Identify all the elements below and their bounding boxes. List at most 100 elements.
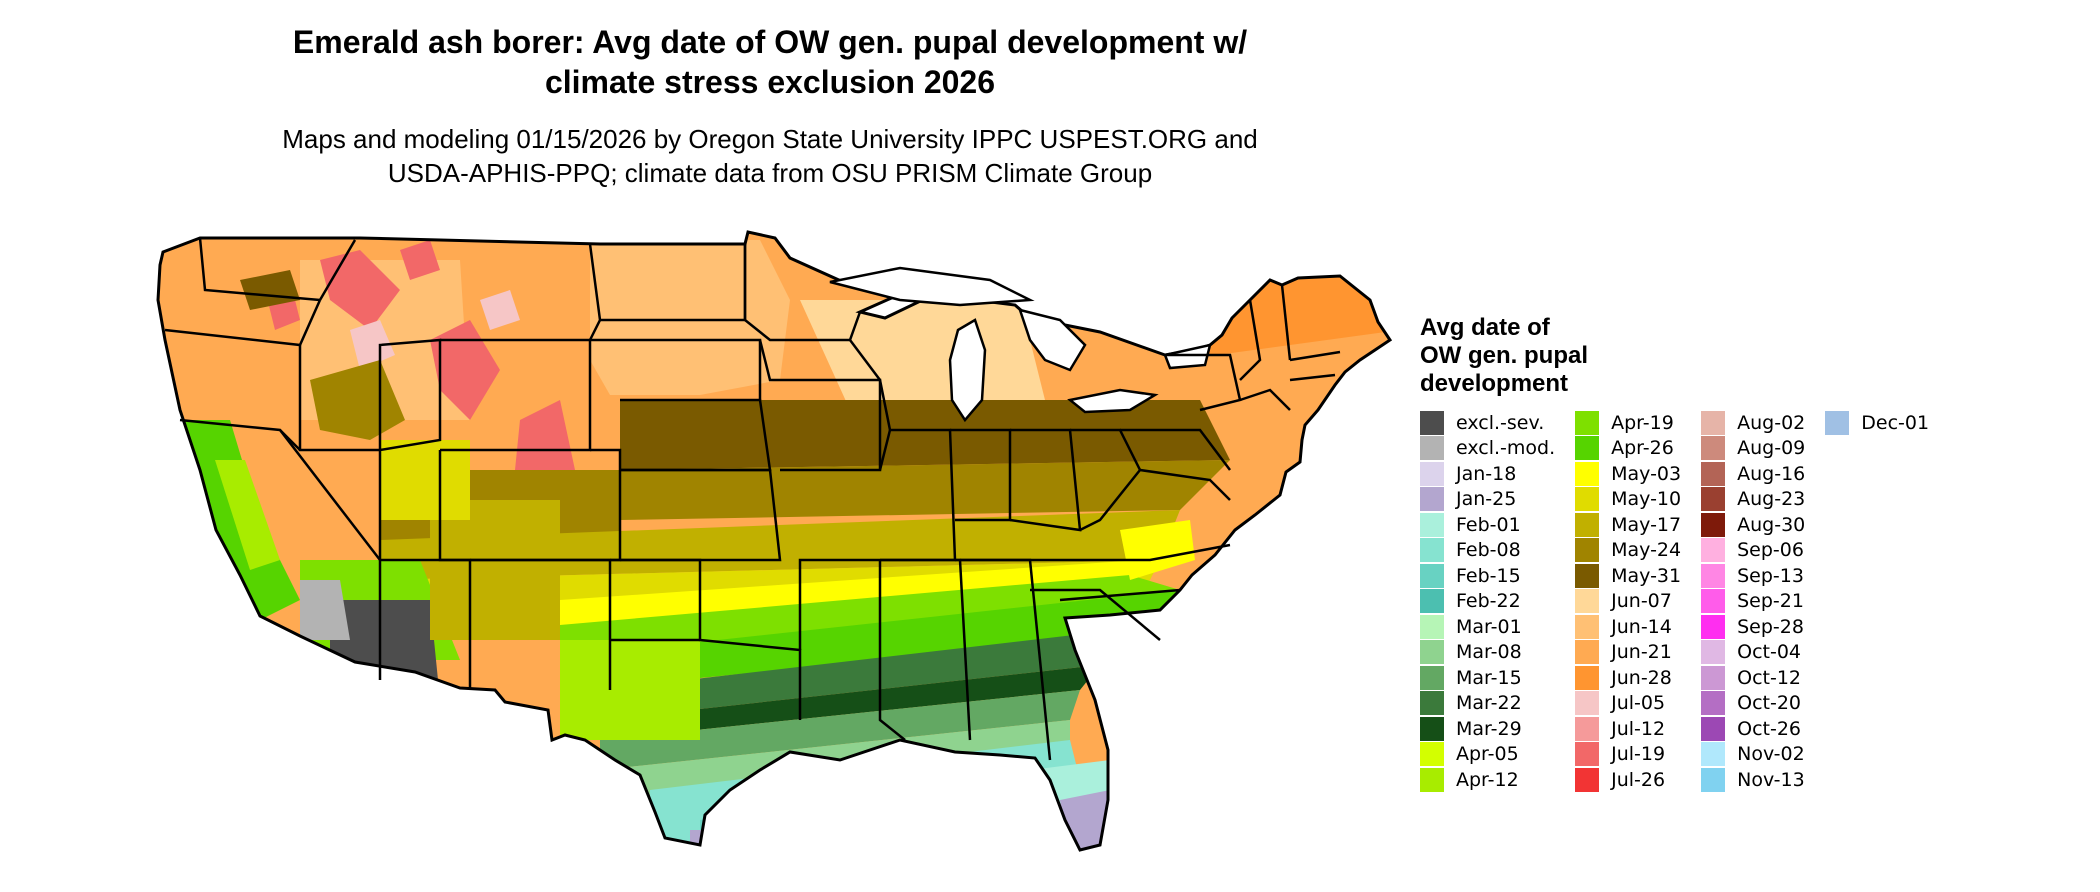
legend-item: Oct-20	[1701, 691, 1805, 717]
legend-label: May-31	[1611, 564, 1682, 587]
legend-label: Aug-16	[1737, 462, 1806, 485]
legend-swatch	[1575, 461, 1600, 486]
legend-swatch	[1575, 665, 1600, 690]
legend-swatch	[1575, 410, 1600, 435]
legend-swatch	[1575, 716, 1600, 741]
legend-item: Sep-06	[1701, 538, 1805, 564]
legend-item: Mar-01	[1420, 614, 1555, 640]
legend-swatch	[1420, 436, 1444, 461]
legend-item: Jun-28	[1575, 665, 1681, 691]
legend-item: excl.-sev.	[1420, 410, 1555, 436]
legend-swatch	[1575, 436, 1600, 461]
legend-swatch	[1575, 767, 1600, 792]
legend-swatch	[1420, 589, 1444, 614]
legend-label: Sep-21	[1737, 590, 1804, 613]
legend-item: Aug-30	[1701, 512, 1805, 538]
legend-label: Nov-02	[1737, 743, 1805, 766]
legend-swatch	[1701, 691, 1726, 716]
legend-item: Mar-15	[1420, 665, 1555, 691]
legend-item: Apr-26	[1575, 436, 1681, 462]
legend-swatch	[1701, 742, 1726, 767]
legend-label: May-10	[1611, 488, 1682, 511]
legend-item: Dec-01	[1825, 410, 1929, 436]
legend-swatch	[1420, 538, 1444, 563]
legend-item: Sep-13	[1701, 563, 1805, 589]
legend-label: Oct-04	[1737, 641, 1801, 664]
legend-label: May-24	[1611, 539, 1682, 562]
us-phenology-map	[156, 230, 1393, 852]
legend-label: May-03	[1611, 462, 1682, 485]
legend-item: Mar-08	[1420, 640, 1555, 666]
legend-label: Jun-14	[1611, 615, 1672, 638]
legend-swatch	[1420, 512, 1444, 537]
legend-item: Mar-29	[1420, 716, 1555, 742]
legend-item: Jun-14	[1575, 614, 1681, 640]
legend: excl.-sev. excl.-mod. Jan-18 Jan-25 Feb-01 Fe…	[1420, 410, 1929, 793]
legend-label: Apr-26	[1611, 437, 1674, 460]
legend-item: Jul-05	[1575, 691, 1681, 717]
legend-label: Oct-12	[1737, 666, 1801, 689]
legend-item: Oct-04	[1701, 640, 1805, 666]
legend-item: Mar-22	[1420, 691, 1555, 717]
legend-label: Jul-19	[1611, 743, 1666, 766]
legend-label: Nov-13	[1737, 768, 1805, 791]
great-lakes	[829, 266, 1212, 423]
legend-swatch	[1420, 640, 1444, 665]
legend-item: excl.-mod.	[1420, 436, 1555, 462]
legend-swatch	[1575, 589, 1600, 614]
legend-swatch	[1701, 716, 1726, 741]
legend-swatch	[1701, 461, 1726, 486]
legend-label: Jul-12	[1611, 717, 1666, 740]
legend-swatch	[1575, 487, 1600, 512]
legend-label: Jan-25	[1456, 488, 1517, 511]
legend-item: Aug-02	[1701, 410, 1805, 436]
legend-swatch	[1420, 614, 1444, 639]
legend-swatch	[1701, 767, 1726, 792]
legend-item: Nov-13	[1701, 767, 1805, 793]
legend-swatch	[1701, 487, 1726, 512]
legend-label: Feb-01	[1456, 513, 1521, 536]
legend-swatch	[1575, 742, 1600, 767]
legend-label: excl.-sev.	[1456, 411, 1545, 434]
legend-swatch	[1420, 461, 1444, 486]
legend-swatch	[1701, 436, 1726, 461]
legend-item: Feb-01	[1420, 512, 1555, 538]
legend-label: Sep-28	[1737, 615, 1804, 638]
legend-label: Sep-13	[1737, 564, 1804, 587]
legend-swatch	[1701, 410, 1726, 435]
legend-item: Sep-21	[1701, 589, 1805, 615]
legend-swatch	[1701, 640, 1726, 665]
legend-swatch	[1420, 691, 1444, 716]
legend-label: Aug-02	[1737, 411, 1806, 434]
legend-item: Apr-19	[1575, 410, 1681, 436]
legend-label: excl.-mod.	[1456, 437, 1556, 460]
legend-label: Feb-15	[1456, 564, 1521, 587]
legend-item: Feb-15	[1420, 563, 1555, 589]
legend-item: May-03	[1575, 461, 1681, 487]
legend-swatch	[1420, 767, 1444, 792]
legend-label: Mar-22	[1456, 692, 1522, 715]
legend-item: Jun-07	[1575, 589, 1681, 615]
legend-label: Aug-09	[1737, 437, 1806, 460]
legend-label: Jun-21	[1611, 641, 1672, 664]
legend-label: May-17	[1611, 513, 1682, 536]
legend-item: May-24	[1575, 538, 1681, 564]
legend-swatch	[1575, 691, 1600, 716]
legend-swatch	[1825, 410, 1850, 435]
legend-label: Apr-05	[1456, 743, 1519, 766]
legend-label: Oct-20	[1737, 692, 1801, 715]
legend-swatch	[1420, 410, 1444, 435]
legend-swatch	[1701, 614, 1726, 639]
legend-item: Aug-16	[1701, 461, 1805, 487]
legend-swatch	[1575, 640, 1600, 665]
legend-swatch	[1701, 563, 1726, 588]
legend-item: Jul-12	[1575, 716, 1681, 742]
legend-item: Feb-08	[1420, 538, 1555, 564]
legend-item: Jan-25	[1420, 487, 1555, 513]
legend-label: Apr-12	[1456, 768, 1519, 791]
legend-label: Mar-01	[1456, 615, 1522, 638]
legend-swatch	[1420, 487, 1444, 512]
legend-swatch	[1420, 716, 1444, 741]
legend-label: Aug-23	[1737, 488, 1806, 511]
legend-item: Nov-02	[1701, 742, 1805, 768]
